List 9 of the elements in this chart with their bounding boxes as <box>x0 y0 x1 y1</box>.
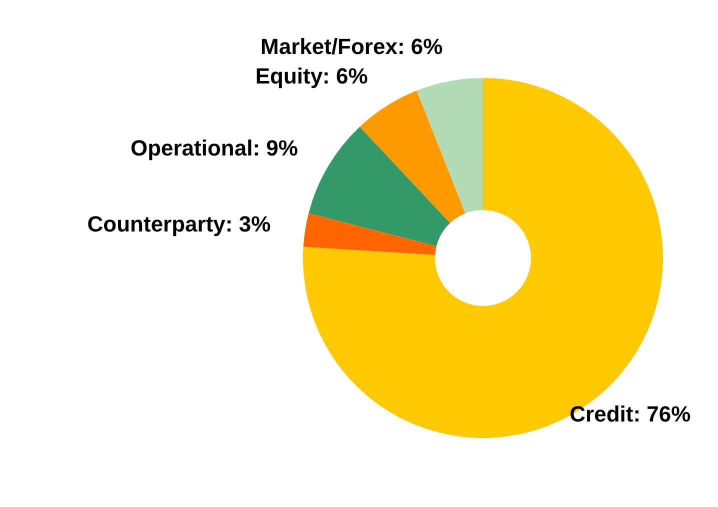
donut-slice <box>308 126 450 246</box>
donut-slice <box>360 90 466 224</box>
donut-slice <box>416 78 483 214</box>
slice-label: Market/Forex: 6% <box>260 34 443 59</box>
slice-label: Credit: 76% <box>570 402 691 427</box>
slice-label: Equity: 6% <box>255 63 368 88</box>
slice-label: Counterparty: 3% <box>87 211 271 236</box>
donut-slice <box>303 213 437 255</box>
slice-label: Operational: 9% <box>130 136 298 161</box>
